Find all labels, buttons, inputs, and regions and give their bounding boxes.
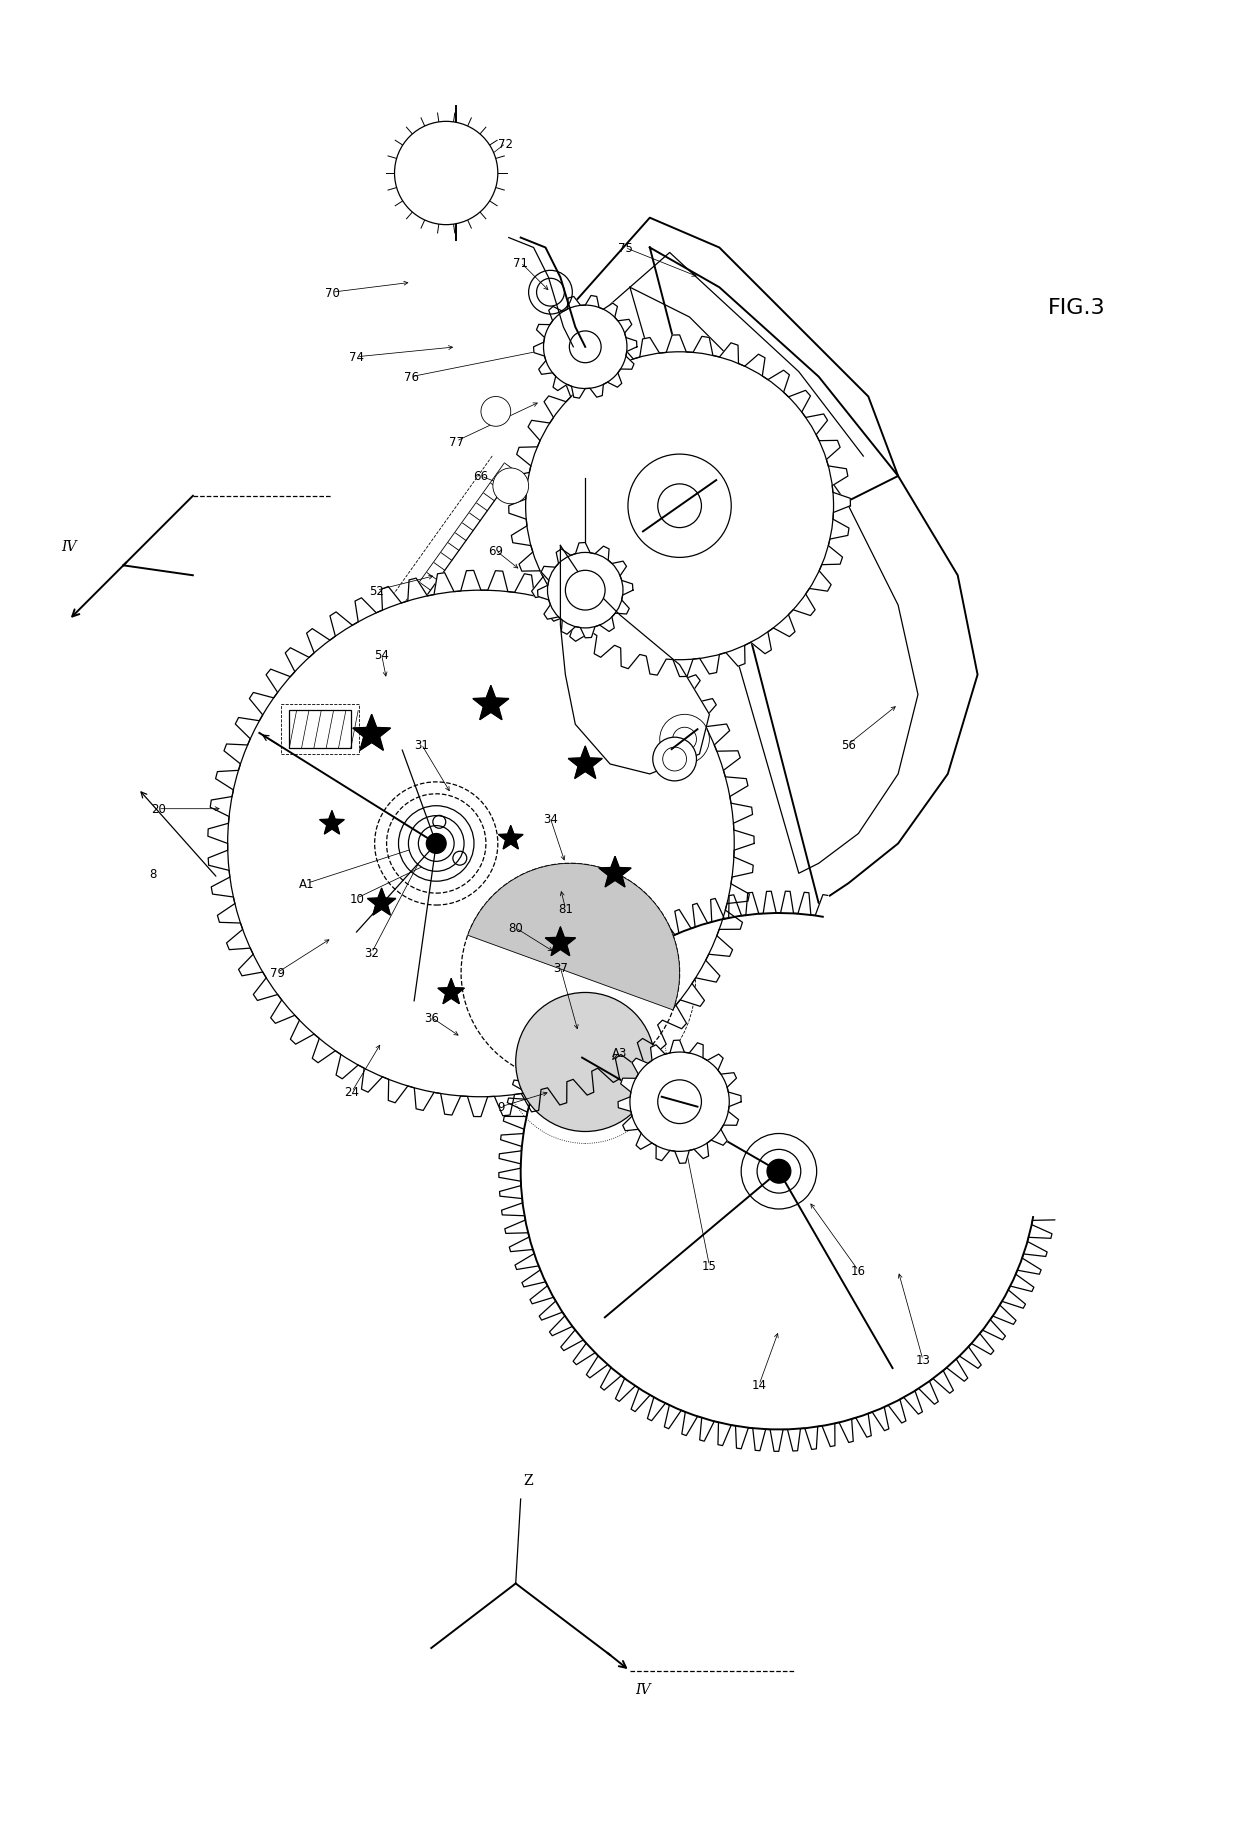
Polygon shape: [472, 685, 508, 720]
Polygon shape: [538, 543, 632, 638]
Text: FIG.3: FIG.3: [1048, 297, 1106, 317]
Text: 32: 32: [365, 946, 379, 959]
Text: 79: 79: [270, 966, 285, 979]
Circle shape: [461, 864, 680, 1083]
Circle shape: [768, 1159, 791, 1183]
Polygon shape: [570, 219, 898, 516]
Text: 69: 69: [489, 545, 503, 558]
Circle shape: [570, 576, 600, 605]
Text: 55: 55: [305, 713, 320, 726]
Text: 78: 78: [578, 421, 593, 434]
Text: A7: A7: [667, 767, 682, 780]
Text: 14: 14: [751, 1378, 766, 1391]
Polygon shape: [320, 811, 345, 835]
Circle shape: [394, 122, 497, 226]
Text: 36: 36: [424, 1012, 439, 1025]
Polygon shape: [208, 571, 754, 1117]
Polygon shape: [599, 857, 631, 888]
Circle shape: [481, 397, 511, 427]
Text: 8: 8: [150, 868, 156, 881]
Circle shape: [569, 332, 601, 363]
Circle shape: [427, 835, 446, 853]
Text: Z: Z: [523, 1473, 533, 1488]
Polygon shape: [367, 888, 396, 915]
Text: 68: 68: [553, 510, 568, 523]
Text: 10: 10: [350, 891, 365, 904]
Wedge shape: [467, 864, 680, 1010]
Text: 66: 66: [474, 470, 489, 483]
Text: 75: 75: [618, 242, 632, 255]
Text: 15: 15: [702, 1260, 717, 1272]
Circle shape: [408, 817, 464, 871]
Polygon shape: [560, 547, 709, 775]
Polygon shape: [438, 979, 464, 1004]
Text: 16: 16: [851, 1265, 866, 1278]
Text: 73: 73: [652, 709, 667, 722]
Text: 34: 34: [543, 813, 558, 826]
Polygon shape: [568, 747, 603, 778]
Text: A3: A3: [613, 1046, 627, 1059]
Text: 24: 24: [345, 1087, 360, 1099]
Circle shape: [228, 591, 734, 1097]
Circle shape: [492, 469, 528, 505]
Polygon shape: [498, 826, 523, 850]
Circle shape: [652, 738, 697, 782]
Text: 70: 70: [325, 286, 340, 299]
Polygon shape: [498, 891, 1055, 1451]
Polygon shape: [353, 715, 391, 751]
Text: 56: 56: [841, 738, 856, 751]
Circle shape: [630, 1052, 729, 1152]
Text: 71: 71: [513, 257, 528, 270]
Polygon shape: [508, 335, 851, 676]
Text: 74: 74: [350, 352, 365, 365]
Polygon shape: [546, 928, 575, 955]
Text: 9: 9: [497, 1101, 505, 1114]
Text: 54: 54: [374, 649, 389, 662]
Text: 37: 37: [553, 961, 568, 975]
Text: 81: 81: [558, 902, 573, 915]
Circle shape: [548, 552, 622, 629]
Text: IV: IV: [635, 1683, 651, 1695]
Circle shape: [516, 994, 655, 1132]
Text: 31: 31: [414, 738, 429, 751]
Circle shape: [565, 571, 605, 611]
Circle shape: [543, 306, 627, 390]
Text: 20: 20: [151, 802, 166, 815]
Circle shape: [657, 485, 702, 529]
Text: A5: A5: [553, 600, 568, 613]
Text: 13: 13: [915, 1354, 930, 1367]
Text: A1: A1: [299, 877, 315, 890]
Text: 77: 77: [449, 436, 464, 448]
Circle shape: [526, 352, 833, 660]
FancyBboxPatch shape: [289, 711, 351, 749]
Polygon shape: [618, 1041, 742, 1163]
Polygon shape: [630, 248, 977, 904]
Polygon shape: [533, 297, 637, 399]
Text: 52: 52: [370, 585, 384, 598]
Text: 72: 72: [498, 137, 513, 151]
Text: 76: 76: [404, 370, 419, 385]
Text: IV: IV: [61, 540, 77, 554]
Text: 80: 80: [508, 922, 523, 935]
Circle shape: [657, 1081, 702, 1125]
